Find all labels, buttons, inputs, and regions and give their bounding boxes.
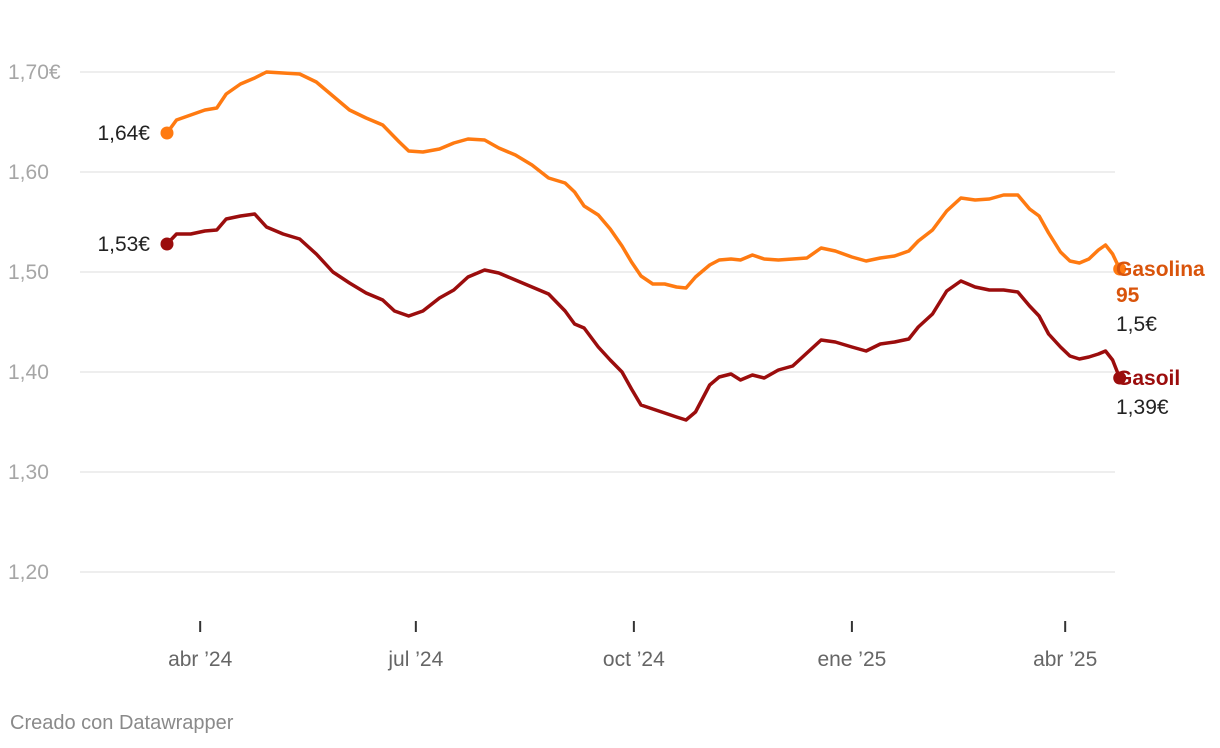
series-line-1 [165, 212, 1122, 422]
x-axis: abr ’24 jul ’24 oct ’24 ene ’25 abr ’25 [168, 621, 1097, 671]
x-tick-label: jul ’24 [387, 648, 443, 671]
series-line-0 [165, 70, 1122, 290]
series-start-dot [160, 126, 174, 140]
series-end-value-label: 1,39€ [1116, 396, 1169, 419]
series-end-dot [1113, 262, 1127, 276]
y-tick-label: 1,60 [8, 161, 49, 184]
y-tick-label: 1,40 [8, 361, 49, 384]
series-start-label: 1,53€ [97, 233, 150, 256]
series-end-dot [1113, 371, 1127, 385]
x-tick-label: ene ’25 [817, 648, 886, 671]
y-tick-label: 1,50 [8, 261, 49, 284]
series-lines [160, 70, 1127, 422]
series-labels: 1,64€ Gasolina 95 1,5€ 1,53€ Gasoil 1,39€ [97, 122, 1205, 419]
series-start-label: 1,64€ [97, 122, 150, 145]
chart-credit: Creado con Datawrapper [10, 712, 234, 734]
series-name-label: 95 [1116, 284, 1140, 307]
y-gridlines: 1,70€ 1,60 1,50 1,40 1,30 1,20 [8, 61, 1115, 584]
series-start-dot [160, 237, 174, 251]
y-tick-label: 1,20 [8, 561, 49, 584]
y-tick-label: 1,30 [8, 461, 49, 484]
x-tick-label: oct ’24 [603, 648, 665, 671]
x-tick-label: abr ’25 [1033, 648, 1097, 671]
line-chart: 1,70€ 1,60 1,50 1,40 1,30 1,20 abr ’24 jul ’24… [8, 61, 1205, 671]
series-name-label: Gasoil [1116, 367, 1180, 390]
x-tick-label: abr ’24 [168, 648, 233, 671]
series-name-label: Gasolina [1116, 258, 1205, 281]
series-end-value-label: 1,5€ [1116, 313, 1157, 336]
y-tick-label: 1,70€ [8, 61, 61, 84]
